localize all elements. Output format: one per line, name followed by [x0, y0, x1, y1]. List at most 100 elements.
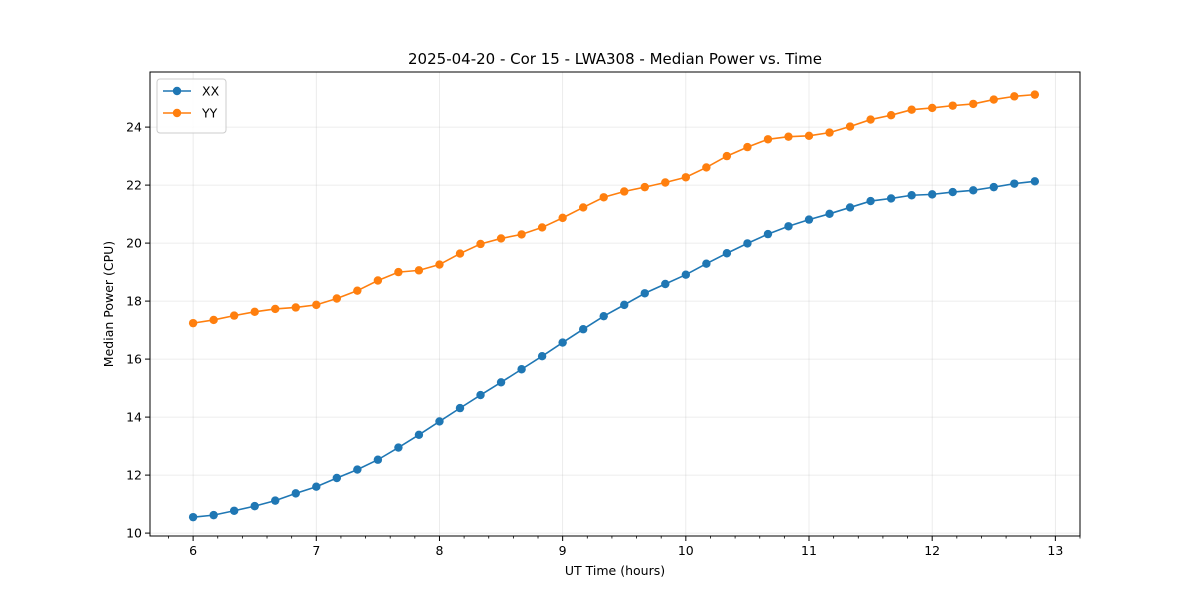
- data-point-xx: [1030, 177, 1040, 186]
- x-tick-label: 6: [189, 543, 197, 558]
- data-point-xx: [763, 229, 773, 239]
- data-point-yy: [1010, 92, 1019, 101]
- data-point-yy: [312, 300, 321, 310]
- data-point-xx: [271, 496, 280, 505]
- grid: [150, 72, 1080, 536]
- y-tick-label: 16: [126, 352, 142, 367]
- y-tick-label: 14: [126, 410, 142, 425]
- data-point-xx: [804, 215, 814, 224]
- data-point-yy: [907, 105, 916, 114]
- data-point-xx: [229, 506, 239, 515]
- data-point-xx: [312, 482, 321, 491]
- data-point-xx: [886, 194, 896, 203]
- data-point-yy: [845, 122, 855, 131]
- data-point-yy: [743, 142, 752, 152]
- data-point-yy: [640, 182, 649, 192]
- y-tick-label: 20: [126, 236, 142, 251]
- data-point-yy: [250, 307, 259, 317]
- y-tick-label: 10: [126, 526, 142, 541]
- data-point-yy: [599, 193, 608, 202]
- data-point-yy: [394, 267, 403, 277]
- data-point-xx: [702, 259, 711, 268]
- data-point-yy: [661, 178, 670, 187]
- data-point-yy: [353, 286, 362, 295]
- data-point-yy: [558, 213, 567, 223]
- series-line-yy: [192, 93, 1035, 324]
- series-line-xx: [193, 180, 1035, 518]
- data-point-xx: [476, 390, 485, 400]
- data-point-xx: [496, 378, 506, 387]
- data-point-xx: [743, 239, 752, 248]
- data-point-yy: [435, 260, 444, 269]
- data-point-xx: [558, 338, 567, 347]
- data-point-yy: [373, 276, 383, 285]
- data-point-yy: [681, 173, 691, 182]
- data-point-yy: [866, 115, 875, 124]
- data-point-xx: [640, 289, 649, 298]
- data-point-yy: [948, 101, 957, 110]
- x-tick-label: 12: [924, 543, 940, 558]
- data-point-yy: [927, 103, 937, 113]
- data-point-yy: [188, 318, 198, 328]
- data-point-xx: [866, 196, 875, 206]
- data-point-yy: [332, 294, 342, 303]
- data-point-xx: [435, 417, 444, 426]
- x-tick-label: 13: [1047, 543, 1063, 558]
- data-point-xx: [517, 365, 526, 374]
- data-point-xx: [578, 325, 588, 334]
- data-point-xx: [927, 190, 937, 199]
- x-tick-label: 7: [312, 543, 320, 558]
- data-point-yy: [414, 266, 424, 275]
- data-point-yy: [969, 99, 978, 109]
- data-point-xx: [989, 182, 998, 192]
- data-point-xx: [250, 501, 259, 511]
- legend: XX YY: [156, 78, 227, 134]
- data-point-yy: [804, 131, 814, 140]
- data-point-xx: [661, 279, 670, 289]
- data-point-yy: [209, 315, 218, 325]
- data-point-xx: [681, 270, 691, 279]
- data-point-xx: [188, 512, 198, 522]
- data-point-yy: [825, 128, 834, 137]
- data-point-yy: [537, 223, 547, 232]
- data-point-xx: [620, 300, 629, 310]
- data-point-xx: [373, 455, 383, 464]
- data-point-xx: [845, 203, 855, 212]
- y-tick-label: 22: [126, 178, 142, 193]
- data-point-xx: [948, 187, 957, 197]
- data-point-xx: [353, 465, 362, 474]
- data-point-yy: [784, 132, 793, 141]
- x-tick-label: 11: [801, 543, 817, 558]
- data-point-yy: [271, 304, 280, 314]
- data-point-yy: [291, 303, 300, 312]
- data-point-xx: [394, 443, 403, 452]
- data-point-xx: [455, 403, 465, 413]
- plot-frame: [149, 71, 1081, 537]
- data-point-xx: [291, 489, 300, 498]
- data-point-yy: [517, 230, 526, 239]
- series-layer: [188, 90, 1040, 522]
- data-point-yy: [476, 239, 485, 249]
- data-point-xx: [825, 209, 834, 219]
- data-point-xx: [537, 352, 547, 361]
- y-tick-label: 18: [126, 294, 142, 309]
- data-point-yy: [989, 95, 998, 104]
- x-axis-label: UT Time (hours): [565, 563, 665, 578]
- data-point-yy: [763, 135, 773, 144]
- data-point-xx: [907, 191, 916, 200]
- data-point-xx: [784, 222, 793, 231]
- y-axis-label: Median Power (CPU): [101, 241, 116, 367]
- legend-label: YY: [201, 106, 218, 121]
- legend-label: XX: [202, 84, 220, 99]
- data-point-yy: [455, 249, 465, 258]
- data-point-yy: [1030, 90, 1040, 99]
- data-point-yy: [496, 234, 506, 243]
- data-point-yy: [578, 203, 588, 212]
- data-point-yy: [722, 151, 732, 161]
- legend-marker: [172, 108, 182, 118]
- data-point-xx: [332, 473, 342, 483]
- series-xx: [188, 177, 1040, 522]
- data-point-yy: [229, 311, 239, 320]
- data-point-yy: [886, 111, 896, 120]
